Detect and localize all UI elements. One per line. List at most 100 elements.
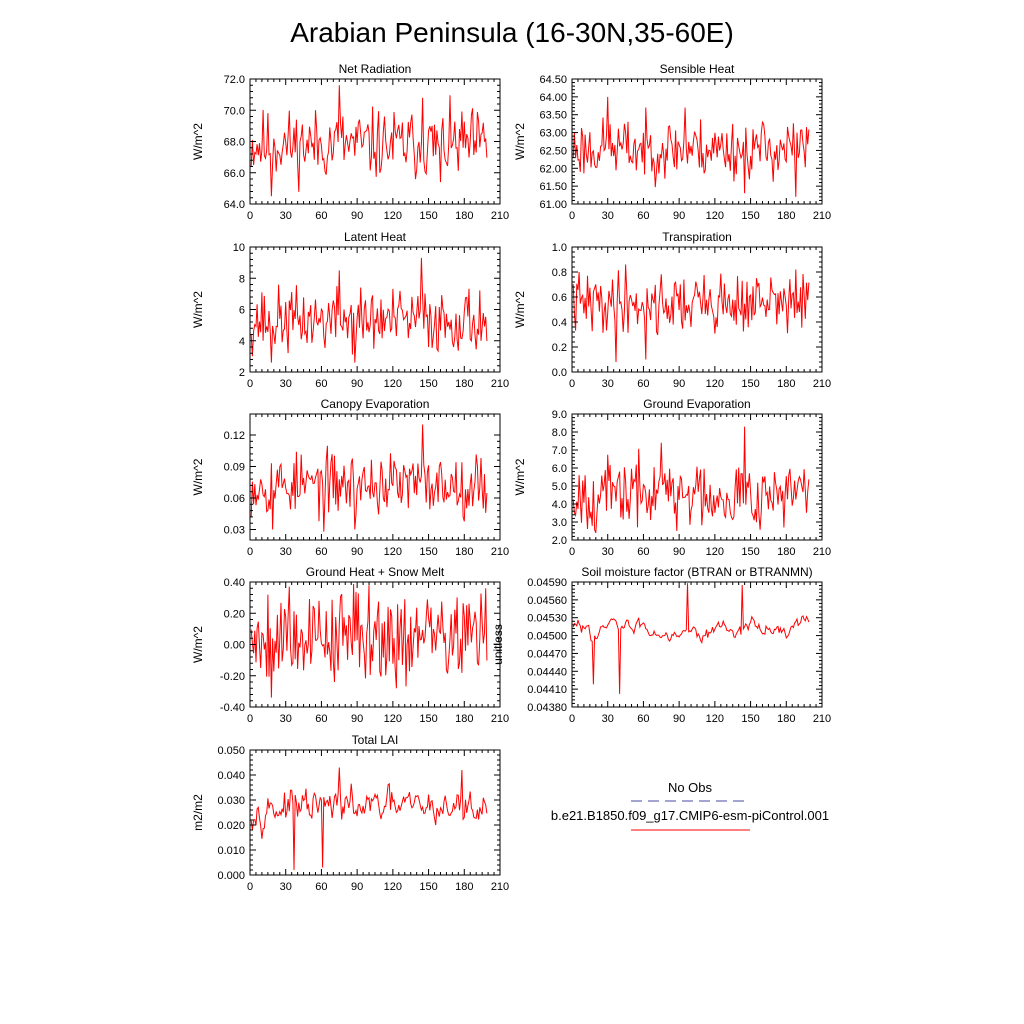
panel-6-ytick-label: 4.0 — [552, 499, 567, 511]
panel-7-ylabel: W/m^2 — [191, 626, 205, 663]
panel-5-ytick-label: 0.12 — [224, 430, 245, 442]
panel-1: Net Radiation W/m^2 0 30 60 90 120 150 180 210 64.… — [191, 62, 509, 222]
panel-9-series-1 — [250, 767, 488, 871]
figure-title: Arabian Peninsula (16-30N,35-60E) — [290, 17, 734, 48]
panel-8-ylabel: unitless — [491, 624, 505, 665]
panel-2-xtick-label: 210 — [813, 210, 831, 222]
panel-7-series-1 — [250, 583, 488, 698]
panel-7-xtick-label: 0 — [247, 713, 253, 725]
panel-1-xtick-label: 150 — [419, 210, 437, 222]
panel-3: Latent Heat W/m^2 0 30 60 90 120 150 180 210 2 4 6 8 1… — [191, 230, 509, 390]
panel-1-series-1 — [250, 85, 488, 197]
legend-obs-label: No Obs — [668, 780, 713, 795]
panel-2-title: Sensible Heat — [660, 62, 735, 76]
legend-model-label: b.e21.B1850.f09_g17.CMIP6-esm-piControl.… — [551, 808, 829, 823]
panel-9-xtick-label: 210 — [491, 881, 509, 893]
panel-5: Canopy Evaporation W/m^2 0 30 60 90 120 150 180 2… — [191, 397, 509, 558]
panel-2-ytick-label: 61.50 — [539, 181, 567, 193]
panel-4-xtick-label: 150 — [741, 378, 759, 390]
panel-9-ytick-label: 0.000 — [217, 870, 245, 882]
panel-1-xtick-label: 0 — [247, 210, 253, 222]
panel-7: Ground Heat + Snow Melt W/m^2 0 30 60 90 120 15… — [191, 565, 509, 725]
panel-4-ytick-label: 1.0 — [552, 242, 567, 254]
panel-3-title: Latent Heat — [344, 230, 407, 244]
panel-6: Ground Evaporation W/m^2 0 30 60 90 120 150 180 2… — [513, 397, 831, 558]
panel-1-xtick-label: 60 — [315, 210, 327, 222]
panel-3-frame — [249, 246, 501, 373]
panel-6-ytick-label: 7.0 — [552, 445, 567, 457]
panel-8-xtick-label: 180 — [777, 713, 795, 725]
panel-5-xtick-label: 0 — [247, 546, 253, 558]
panel-9-xtick-label: 150 — [419, 881, 437, 893]
panel-3-ytick-label: 10 — [233, 242, 245, 254]
panel-4-xtick-label: 30 — [602, 378, 614, 390]
panel-4-title: Transpiration — [662, 230, 732, 244]
panel-6-ytick-label: 6.0 — [552, 463, 567, 475]
panel-8-ytick-label: 0.04590 — [527, 577, 567, 589]
panel-4-ytick-label: 0.0 — [552, 367, 567, 379]
panel-4-xtick-label: 0 — [569, 378, 575, 390]
panel-8-series-1 — [572, 583, 810, 694]
panel-7-xtick-label: 150 — [419, 713, 437, 725]
panel-3-xtick-label: 150 — [419, 378, 437, 390]
panel-6-xtick-label: 180 — [777, 546, 795, 558]
panel-3-series-1 — [250, 257, 488, 363]
panel-1-xtick-label: 30 — [280, 210, 292, 222]
panel-9-xtick-label: 60 — [315, 881, 327, 893]
panel-5-title: Canopy Evaporation — [321, 397, 430, 411]
panel-3-xtick-label: 120 — [384, 378, 402, 390]
panel-1-ytick-label: 66.0 — [224, 168, 245, 180]
panel-6-ylabel: W/m^2 — [513, 458, 527, 495]
panel-9-ytick-label: 0.040 — [217, 770, 245, 782]
panel-6-ytick-label: 2.0 — [552, 535, 567, 547]
panel-3-xtick-label: 180 — [455, 378, 473, 390]
panel-8-ytick-label: 0.04470 — [527, 648, 567, 660]
panel-6-title: Ground Evaporation — [643, 397, 750, 411]
panel-3-ytick-label: 8 — [239, 273, 245, 285]
panel-2-ytick-label: 64.00 — [539, 92, 567, 104]
panel-8-frame — [571, 581, 823, 708]
panel-1-xtick-label: 180 — [455, 210, 473, 222]
panel-6-series-1 — [572, 426, 810, 533]
panel-6-ytick-label: 3.0 — [552, 517, 567, 529]
panel-6-xtick-label: 60 — [637, 546, 649, 558]
panel-3-ytick-label: 2 — [239, 367, 245, 379]
panel-6-xtick-label: 30 — [602, 546, 614, 558]
panel-6-xtick-label: 120 — [706, 546, 724, 558]
panel-8-ytick-label: 0.04500 — [527, 631, 567, 643]
panel-1-ytick-label: 70.0 — [224, 105, 245, 117]
panel-2-ytick-label: 62.00 — [539, 163, 567, 175]
panel-2-ytick-label: 63.00 — [539, 128, 567, 140]
panel-8-xtick-label: 210 — [813, 713, 831, 725]
panel-2-xtick-label: 120 — [706, 210, 724, 222]
panel-3-xtick-label: 210 — [491, 378, 509, 390]
panel-9-ytick-label: 0.050 — [217, 745, 245, 757]
panel-4-xtick-label: 60 — [637, 378, 649, 390]
panel-4-ytick-label: 0.6 — [552, 292, 567, 304]
panel-8-ytick-label: 0.04380 — [527, 702, 567, 714]
panel-9-xtick-label: 0 — [247, 881, 253, 893]
panel-1-xtick-label: 210 — [491, 210, 509, 222]
panel-4-ytick-label: 0.8 — [552, 267, 567, 279]
panel-7-xtick-label: 180 — [455, 713, 473, 725]
panel-6-ytick-label: 9.0 — [552, 409, 567, 421]
panel-4-series-1 — [572, 264, 810, 363]
panel-2-ytick-label: 64.50 — [539, 74, 567, 86]
panel-8-xtick-label: 0 — [569, 713, 575, 725]
panel-4-xtick-label: 210 — [813, 378, 831, 390]
panel-1-ylabel: W/m^2 — [191, 123, 205, 160]
panel-1-xtick-label: 90 — [351, 210, 363, 222]
panel-6-ytick-label: 8.0 — [552, 427, 567, 439]
panel-2-ytick-label: 61.00 — [539, 199, 567, 211]
panel-7-ytick-label: -0.40 — [220, 702, 245, 714]
panel-9-xtick-label: 180 — [455, 881, 473, 893]
panel-9-xtick-label: 90 — [351, 881, 363, 893]
panel-3-ytick-label: 4 — [239, 336, 245, 348]
panel-8-title: Soil moisture factor (BTRAN or BTRANMN) — [581, 565, 812, 579]
panel-4-xtick-label: 90 — [673, 378, 685, 390]
panel-8-xtick-label: 150 — [741, 713, 759, 725]
panel-4-ytick-label: 0.4 — [552, 317, 567, 329]
panel-6-xtick-label: 0 — [569, 546, 575, 558]
panel-2: Sensible Heat W/m^2 0 30 60 90 120 150 180 210 61.… — [513, 62, 831, 222]
